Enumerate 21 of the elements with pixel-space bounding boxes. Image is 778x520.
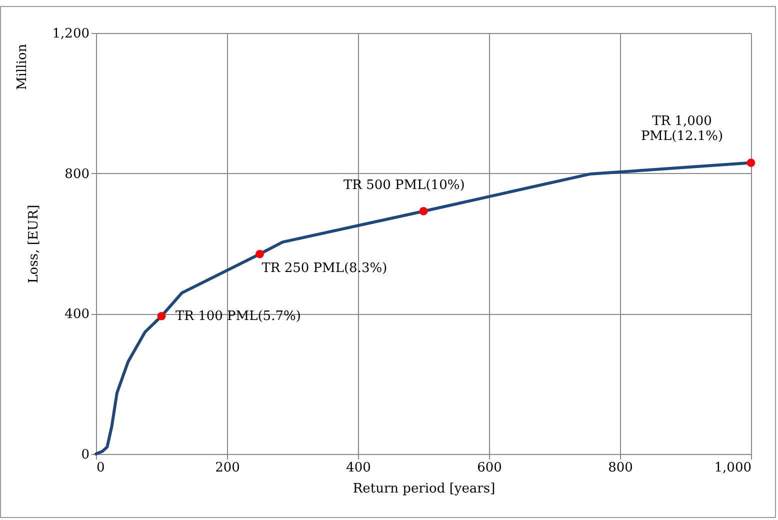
annotation: TR 250 PML(8.3%): [262, 261, 388, 276]
point: [746, 158, 756, 167]
text: Million: [15, 43, 30, 90]
point: [419, 207, 428, 216]
y-tick-label: 1,200: [52, 26, 90, 42]
annotation: TR 1,000 PML(12.1%): [640, 114, 724, 144]
x-tick-label: 200: [215, 460, 240, 476]
x-axis-title: Return period [years]: [352, 482, 496, 496]
y-tick-label: 0: [81, 448, 90, 462]
x-tick-label: 400: [346, 460, 371, 476]
x-tick-label: 600: [477, 460, 502, 476]
x-tick-label: 1,000: [714, 460, 752, 476]
x-tick-label: 800: [608, 460, 633, 476]
annotation: TR 100 PML(5.7%): [176, 309, 301, 324]
y-tick-label: 800: [64, 166, 90, 182]
y-tick-label: 400: [64, 307, 90, 322]
y-axis-title: Loss, [EUR]: [26, 204, 42, 284]
x-tick-label: 0: [96, 460, 105, 476]
point: [157, 312, 166, 320]
annotation: TR 500 PML(10%): [344, 178, 465, 194]
point: [256, 250, 264, 258]
